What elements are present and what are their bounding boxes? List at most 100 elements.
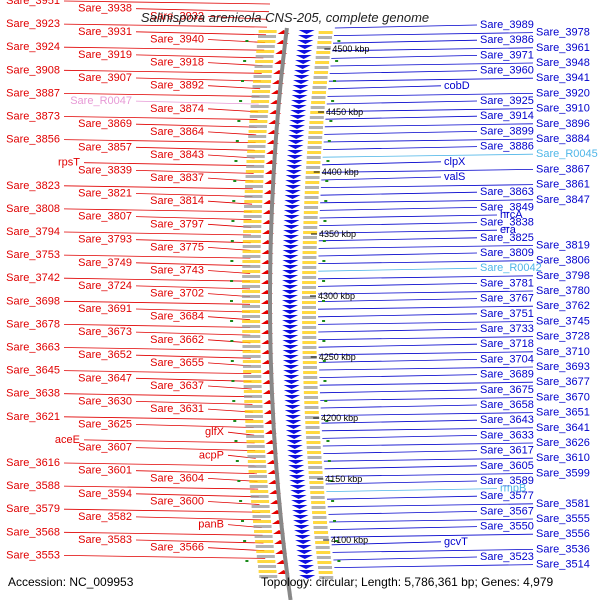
left-gene-label: Sare_3652 bbox=[78, 349, 132, 361]
left-gene-label: Sare_3604 bbox=[150, 472, 204, 484]
right-gene-label: Sare_3861 bbox=[536, 179, 590, 191]
left-gene-label: Sare_3951 bbox=[6, 0, 60, 7]
left-gene-label: Sare_R0047 bbox=[70, 95, 132, 107]
right-gene-label: Sare_3589 bbox=[480, 475, 534, 487]
right-gene-label: Sare_3718 bbox=[480, 338, 534, 350]
right-label-leaders bbox=[317, 24, 534, 568]
left-gene-label: Sare_3631 bbox=[150, 403, 204, 415]
right-gene-label: Sare_3806 bbox=[536, 255, 590, 267]
left-gene-label: Sare_3691 bbox=[78, 303, 132, 315]
right-gene-label: Sare_3798 bbox=[536, 270, 590, 282]
right-gene-label: Sare_3626 bbox=[536, 437, 590, 449]
left-gene-label: Sare_3655 bbox=[150, 357, 204, 369]
left-gene-labels: Sare_3951 Sare_3938 Sare_3932 Sare_3923 Sare… bbox=[6, 0, 224, 561]
left-gene-label: acpP bbox=[199, 449, 224, 461]
left-gene-label: aceE bbox=[55, 434, 80, 446]
right-gene-label: era bbox=[500, 224, 517, 236]
left-gene-label: Sare_3553 bbox=[6, 549, 60, 561]
right-gene-label: Sare_3733 bbox=[480, 323, 534, 335]
left-gene-label: Sare_3749 bbox=[78, 257, 132, 269]
right-gene-label: rmpB bbox=[500, 483, 526, 495]
right-gene-label: Sare_3825 bbox=[480, 232, 534, 244]
right-gene-label: Sare_3550 bbox=[480, 521, 534, 533]
right-gene-label: Sare_3896 bbox=[536, 118, 590, 130]
left-gene-label: Sare_3814 bbox=[150, 195, 204, 207]
right-gene-label: Sare_3633 bbox=[480, 429, 534, 441]
right-gene-label: Sare_3610 bbox=[536, 452, 590, 464]
right-gene-label: Sare_3751 bbox=[480, 308, 534, 320]
topology-label: Topology: circular; Length: 5,786,361 bp… bbox=[261, 575, 554, 589]
right-gene-label: Sare_3767 bbox=[480, 293, 534, 305]
position-tick-label: 4300 kbp bbox=[318, 291, 355, 301]
right-gene-label: Sare_3555 bbox=[536, 513, 590, 525]
left-gene-label: Sare_3568 bbox=[6, 526, 60, 538]
left-gene-label: Sare_3857 bbox=[78, 141, 132, 153]
right-gene-label: Sare_3941 bbox=[536, 72, 590, 84]
right-gene-label: hrcA bbox=[500, 209, 523, 221]
left-gene-label: Sare_3742 bbox=[6, 272, 60, 284]
right-gene-label: Sare_3605 bbox=[480, 460, 534, 472]
right-gene-label: Sare_3780 bbox=[536, 285, 590, 297]
left-gene-label: Sare_3797 bbox=[150, 218, 204, 230]
right-gene-label: Sare_3914 bbox=[480, 110, 534, 122]
right-gene-label: Sare_3867 bbox=[536, 163, 590, 175]
left-gene-label: Sare_3874 bbox=[150, 103, 204, 115]
left-gene-label: Sare_3698 bbox=[6, 295, 60, 307]
left-gene-label: Sare_3856 bbox=[6, 134, 60, 146]
left-gene-label: Sare_3808 bbox=[6, 203, 60, 215]
right-gene-label: Sare_R0045 bbox=[536, 148, 598, 160]
left-gene-label: Sare_3864 bbox=[150, 126, 204, 138]
left-gene-label: Sare_3601 bbox=[78, 465, 132, 477]
right-gene-label: Sare_3556 bbox=[536, 528, 590, 540]
left-gene-label: Sare_3873 bbox=[6, 111, 60, 123]
left-gene-label: Sare_3892 bbox=[150, 80, 204, 92]
right-gene-label: Sare_3677 bbox=[536, 376, 590, 388]
right-gene-label: Sare_3651 bbox=[536, 407, 590, 419]
left-gene-label: Sare_3566 bbox=[150, 542, 204, 554]
left-gene-label: Sare_3673 bbox=[78, 326, 132, 338]
left-gene-label: Sare_3932 bbox=[150, 10, 204, 22]
right-gene-label: Sare_3920 bbox=[536, 87, 590, 99]
left-gene-label: Sare_3837 bbox=[150, 172, 204, 184]
position-tick-label: 4500 kbp bbox=[332, 44, 369, 54]
right-gene-label: Sare_3704 bbox=[480, 353, 534, 365]
left-gene-label: Sare_3753 bbox=[6, 249, 60, 261]
accession-label: Accession: NC_009953 bbox=[8, 575, 134, 589]
left-gene-label: Sare_3931 bbox=[78, 26, 132, 38]
right-gene-label: Sare_3899 bbox=[480, 125, 534, 137]
left-gene-label: Sare_3775 bbox=[150, 241, 204, 253]
right-gene-label: Sare_3978 bbox=[536, 27, 590, 39]
right-gene-label: Sare_3847 bbox=[536, 194, 590, 206]
left-gene-label: Sare_3807 bbox=[78, 211, 132, 223]
right-gene-label: Sare_3819 bbox=[536, 239, 590, 251]
right-gene-labels: Sare_3989Sare_3978Sare_3986Sare_3961Sare… bbox=[444, 19, 598, 571]
right-gene-label: Sare_3886 bbox=[480, 141, 534, 153]
left-gene-label: Sare_3684 bbox=[150, 311, 204, 323]
right-gene-label: Sare_3536 bbox=[536, 543, 590, 555]
right-gene-label: Sare_3989 bbox=[480, 19, 534, 31]
left-gene-label: Sare_3843 bbox=[150, 149, 204, 161]
right-gene-label: Sare_3961 bbox=[536, 42, 590, 54]
right-gene-label: Sare_3675 bbox=[480, 384, 534, 396]
position-tick-label: 4400 kbp bbox=[322, 167, 359, 177]
left-gene-label: Sare_3583 bbox=[78, 534, 132, 546]
left-gene-label: Sare_3869 bbox=[78, 118, 132, 130]
left-gene-label: Sare_3616 bbox=[6, 457, 60, 469]
right-gene-label: Sare_3838 bbox=[480, 217, 534, 229]
left-gene-label: Sare_3663 bbox=[6, 342, 60, 354]
left-gene-label: Sare_3924 bbox=[6, 41, 60, 53]
left-gene-label: Sare_3923 bbox=[6, 18, 60, 30]
right-gene-label: clpX bbox=[444, 156, 466, 168]
left-gene-label: Sare_3630 bbox=[78, 395, 132, 407]
left-gene-label: Sare_3594 bbox=[78, 488, 132, 500]
position-tick-label: 4100 kbp bbox=[331, 535, 368, 545]
left-gene-label: glfX bbox=[205, 426, 225, 438]
position-tick-label: 4450 kbp bbox=[326, 107, 363, 117]
right-gene-label: Sare_3960 bbox=[480, 65, 534, 77]
left-gene-label: Sare_3918 bbox=[150, 57, 204, 69]
map-title: Salinispora arenicola CNS-205, complete … bbox=[141, 10, 429, 25]
right-gene-label: Sare_3809 bbox=[480, 247, 534, 259]
right-gene-label: Sare_3971 bbox=[480, 49, 534, 61]
right-gene-label: Sare_3617 bbox=[480, 445, 534, 457]
